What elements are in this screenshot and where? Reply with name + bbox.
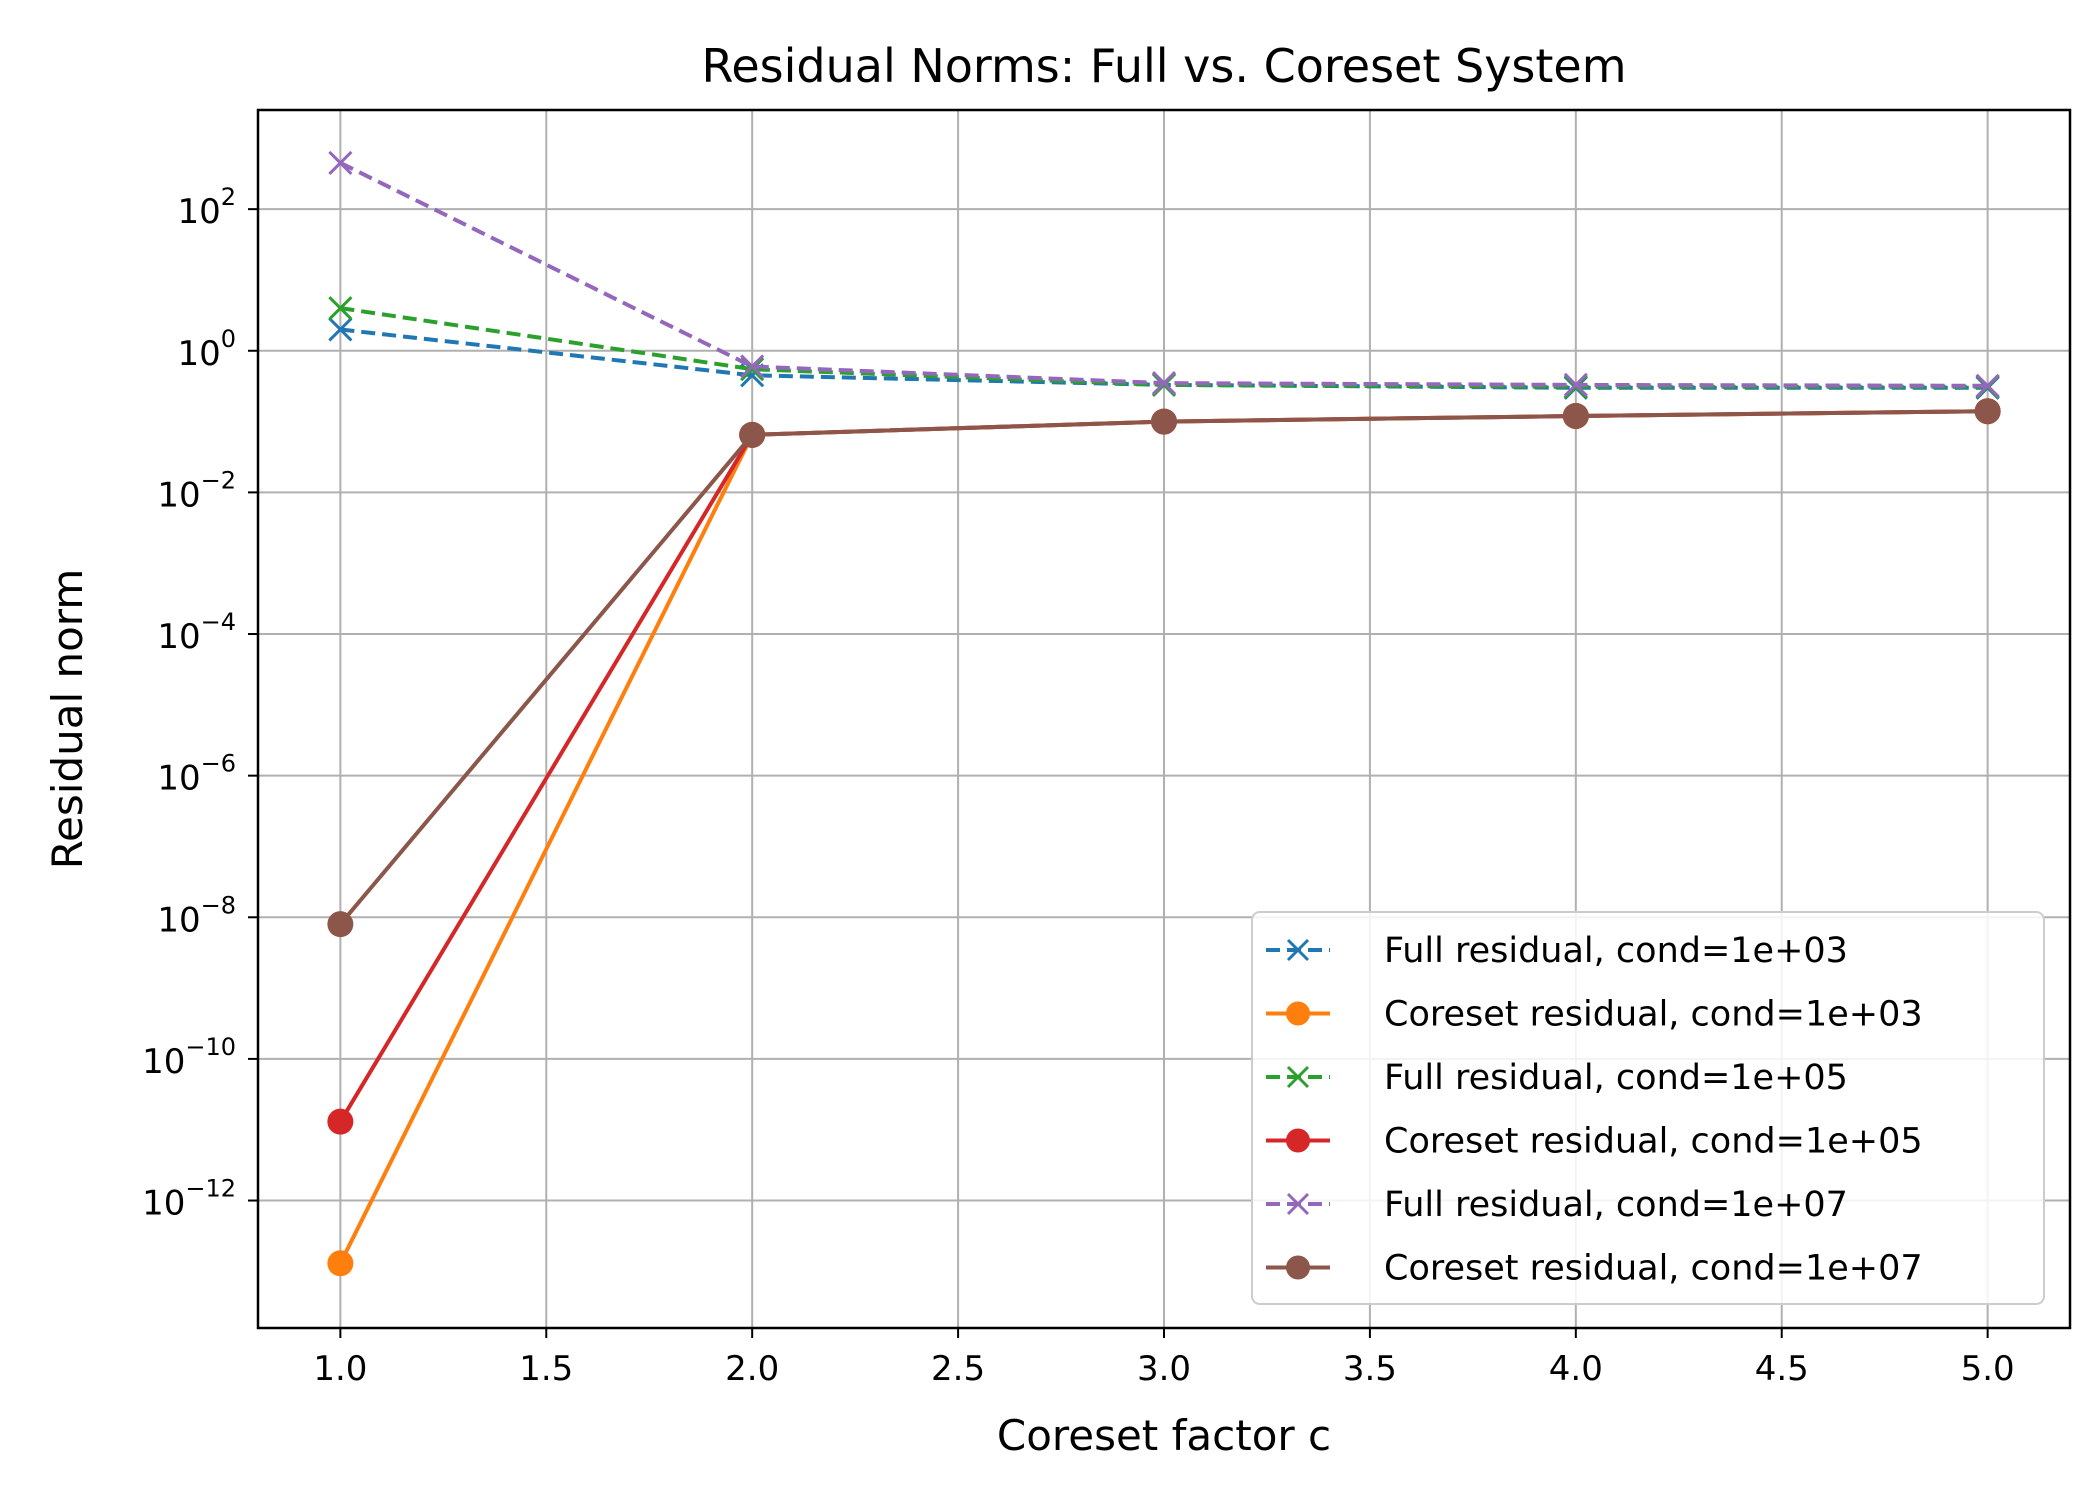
y-tick-label: 102 xyxy=(177,183,236,232)
legend-label: Full residual, cond=1e+05 xyxy=(1384,1058,1848,1098)
x-marker-stroke xyxy=(1151,370,1177,396)
legend-label: Full residual, cond=1e+03 xyxy=(1384,931,1848,971)
legend-label: Full residual, cond=1e+07 xyxy=(1384,1185,1848,1225)
data-point xyxy=(1151,408,1177,435)
y-tick-base: 10 xyxy=(157,475,200,515)
y-tick-label: 10−2 xyxy=(157,466,236,515)
x-marker-stroke xyxy=(740,357,765,382)
y-tick-base: 10 xyxy=(142,1042,185,1082)
circle-marker xyxy=(1286,1001,1310,1026)
data-point xyxy=(1563,372,1588,397)
circle-marker xyxy=(1286,1255,1310,1280)
data-point xyxy=(327,911,354,938)
x-marker-stroke xyxy=(740,354,765,379)
data-point xyxy=(1975,373,2000,398)
data-point xyxy=(328,296,353,321)
y-tick-exponent: −10 xyxy=(185,1033,236,1061)
y-tick-base: 10 xyxy=(177,192,220,232)
y-tick-label: 100 xyxy=(177,325,236,374)
x-marker-stroke xyxy=(328,150,353,175)
y-tick-exponent: −2 xyxy=(201,466,236,494)
series-group xyxy=(327,150,2001,1277)
legend-entry-5: Full residual, cond=1e+07 xyxy=(1266,1185,1848,1225)
y-tick-label: 10−10 xyxy=(142,1033,236,1082)
x-marker-stroke xyxy=(1975,373,2000,398)
circle-marker xyxy=(1562,402,1589,429)
y-tick-base: 10 xyxy=(177,334,220,374)
legend-label: Coreset residual, cond=1e+05 xyxy=(1384,1122,1923,1162)
data-point xyxy=(739,421,766,448)
x-tick-label: 3.5 xyxy=(1343,1349,1397,1389)
x-marker-stroke xyxy=(328,317,353,342)
y-tick-exponent: −4 xyxy=(201,608,236,636)
data-point xyxy=(740,354,765,379)
grid-lines xyxy=(258,110,2070,1328)
circle-marker xyxy=(1286,1128,1310,1153)
circle-marker xyxy=(1151,408,1177,435)
x-tick-label: 2.0 xyxy=(725,1349,779,1389)
circle-marker xyxy=(327,911,354,938)
legend: Full residual, cond=1e+03 Coreset residua… xyxy=(1251,911,2045,1305)
circle-marker xyxy=(327,1108,354,1135)
legend-entry-3: Full residual, cond=1e+05 xyxy=(1266,1058,1848,1098)
x-tick-label: 1.0 xyxy=(313,1349,367,1389)
data-point xyxy=(1974,398,2001,425)
x-marker-stroke xyxy=(1286,1192,1310,1216)
x-marker-stroke xyxy=(1286,938,1310,962)
legend-label: Coreset residual, cond=1e+03 xyxy=(1384,995,1923,1035)
series-5 xyxy=(328,150,2000,398)
y-tick-exponent: −12 xyxy=(185,1175,236,1203)
y-axis-label: Residual norm xyxy=(43,569,92,869)
data-point xyxy=(327,1250,354,1277)
y-tick-base: 10 xyxy=(157,759,200,799)
y-tick-base: 10 xyxy=(142,1184,185,1224)
x-tick-label: 2.5 xyxy=(931,1349,985,1389)
circle-marker xyxy=(327,1250,354,1277)
y-tick-base: 10 xyxy=(157,617,200,657)
circle-marker xyxy=(1974,398,2001,425)
y-tick-exponent: −6 xyxy=(201,750,236,778)
x-marker-stroke xyxy=(328,296,353,321)
x-tick-label: 5.0 xyxy=(1961,1349,2015,1389)
legend-entry-4: Coreset residual, cond=1e+05 xyxy=(1266,1122,1923,1162)
circle-marker xyxy=(739,421,766,448)
data-point xyxy=(328,317,353,342)
legend-entry-6: Coreset residual, cond=1e+07 xyxy=(1266,1249,1923,1289)
y-tick-label: 10−8 xyxy=(157,891,236,940)
axis-ticks: 1.0 1.5 2.0 2.5 3.0 3.5 4.0 4.5 5.010210010−210−… xyxy=(142,183,2015,1389)
y-tick-exponent: 2 xyxy=(221,183,236,211)
y-tick-label: 10−4 xyxy=(157,608,236,657)
x-tick-label: 1.5 xyxy=(519,1349,573,1389)
data-point xyxy=(1151,370,1177,396)
y-tick-exponent: 0 xyxy=(221,325,236,353)
legend-entry-1: Full residual, cond=1e+03 xyxy=(1266,931,1848,971)
x-marker-stroke xyxy=(1286,1065,1310,1089)
x-tick-label: 4.5 xyxy=(1755,1349,1809,1389)
x-tick-label: 4.0 xyxy=(1549,1349,1603,1389)
x-marker-stroke xyxy=(1563,372,1588,397)
y-tick-exponent: −8 xyxy=(201,891,236,919)
y-tick-base: 10 xyxy=(157,900,200,940)
legend-entry-2: Coreset residual, cond=1e+03 xyxy=(1266,995,1923,1035)
x-tick-label: 3.0 xyxy=(1137,1349,1191,1389)
x-axis-label: Coreset factor c xyxy=(997,1411,1331,1460)
series-6 xyxy=(327,398,2001,938)
data-point xyxy=(1562,402,1589,429)
legend-label: Coreset residual, cond=1e+07 xyxy=(1384,1249,1923,1289)
y-tick-label: 10−6 xyxy=(157,750,236,799)
chart-title: Residual Norms: Full vs. Coreset System xyxy=(701,39,1626,93)
y-tick-label: 10−12 xyxy=(142,1175,236,1224)
data-point xyxy=(328,150,353,175)
legend-box xyxy=(1251,911,2045,1305)
data-point xyxy=(327,1108,354,1135)
